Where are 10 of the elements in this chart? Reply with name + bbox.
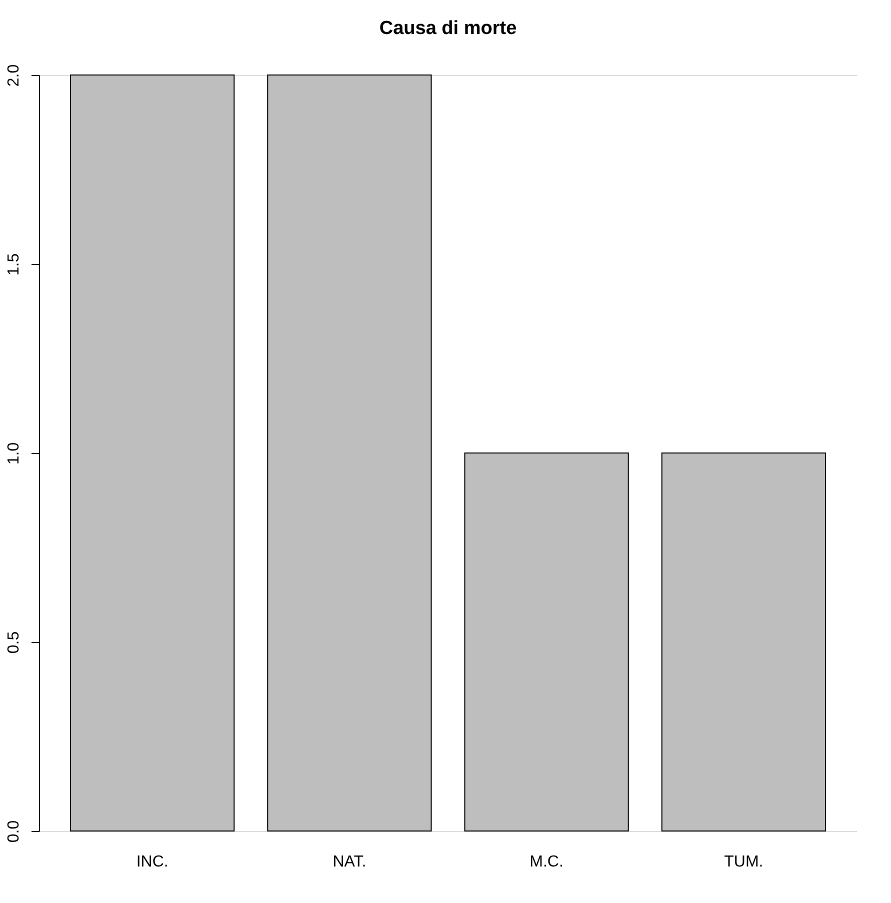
y-tick-label: 1.5 xyxy=(6,253,22,276)
x-tick-label: M.C. xyxy=(530,854,564,870)
y-tick-label: 1.0 xyxy=(6,442,22,465)
y-tick-label: 2.0 xyxy=(6,64,22,87)
x-tick-label: INC. xyxy=(136,854,168,870)
y-tick-label: 0.5 xyxy=(6,631,22,654)
x-tick-label: NAT. xyxy=(332,854,366,870)
y-tick-label: 0.0 xyxy=(6,820,22,843)
chart-title: Causa di morte xyxy=(379,18,517,39)
x-tick-label: TUM. xyxy=(724,854,764,870)
